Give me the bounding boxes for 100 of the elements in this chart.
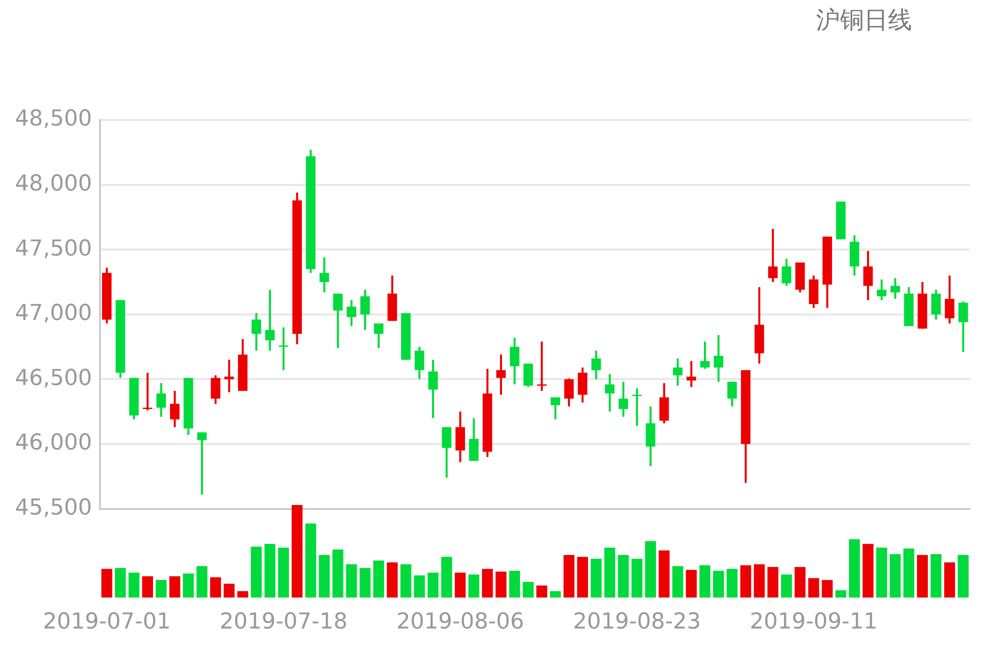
candlestick <box>278 326 288 372</box>
bar <box>169 576 180 598</box>
candlestick <box>605 373 615 413</box>
bar <box>672 566 684 598</box>
bar <box>876 548 888 598</box>
bar <box>699 565 710 598</box>
candlestick <box>618 380 628 418</box>
candlestick <box>320 256 330 294</box>
bar <box>564 555 574 598</box>
bar <box>781 574 792 598</box>
bar <box>849 539 860 598</box>
bar <box>550 591 561 598</box>
candlestick <box>156 382 166 418</box>
candlestick <box>197 431 207 496</box>
bar <box>618 555 629 598</box>
bar <box>767 567 778 598</box>
bar <box>658 550 670 598</box>
bar <box>916 555 928 598</box>
y-tick-label: 46,000 <box>15 430 92 456</box>
bar <box>645 541 656 598</box>
bar <box>740 565 752 598</box>
candlestick <box>944 274 954 324</box>
candlestick <box>782 258 792 287</box>
bar <box>428 572 438 598</box>
candlestick <box>510 336 520 386</box>
bar <box>522 582 534 598</box>
candlestick <box>265 288 275 352</box>
candlestick <box>659 382 669 424</box>
bar <box>346 564 357 598</box>
x-tick-label: 2019-08-23 <box>573 610 701 635</box>
y-tick-label: 48,000 <box>15 172 92 197</box>
candlestick <box>890 277 900 300</box>
bar <box>536 586 548 598</box>
bar <box>128 572 140 598</box>
bar <box>726 568 738 598</box>
y-tick-label: 46,500 <box>15 366 92 391</box>
bar <box>196 566 208 598</box>
candlestick <box>550 396 560 420</box>
candlestick <box>210 374 220 405</box>
candlestick <box>672 357 682 387</box>
bar <box>577 556 588 598</box>
bar <box>250 546 262 598</box>
x-tick-label: 2019-07-18 <box>220 610 348 635</box>
candlestick <box>931 288 941 321</box>
x-tick-label: 2019-09-11 <box>750 610 878 635</box>
bar <box>386 562 398 598</box>
candlestick <box>686 360 696 388</box>
candlestick <box>360 288 370 331</box>
bar <box>794 567 806 598</box>
bar <box>713 570 724 598</box>
bar <box>835 590 846 598</box>
bar <box>318 555 330 598</box>
candlestick <box>333 292 343 350</box>
candlestick <box>876 278 886 302</box>
bar <box>454 572 466 598</box>
bar <box>114 568 126 598</box>
bar <box>903 548 914 598</box>
candlestick <box>591 350 601 380</box>
bar <box>686 570 697 598</box>
bar <box>414 575 425 598</box>
candlestick <box>346 299 356 328</box>
candlestick <box>523 362 533 388</box>
candlestick <box>768 228 778 283</box>
chart-title: 沪铜日线 <box>816 5 912 36</box>
bar <box>441 556 452 598</box>
bar <box>101 568 112 598</box>
candlestick <box>455 410 465 464</box>
y-tick-label: 47,000 <box>15 301 92 326</box>
bar <box>292 505 303 598</box>
bar <box>400 564 412 598</box>
candlestick <box>496 354 506 396</box>
bar <box>224 584 235 598</box>
bar <box>305 524 316 598</box>
bar <box>210 577 221 598</box>
candlestick <box>958 300 968 353</box>
bar <box>142 576 154 598</box>
bar <box>890 554 901 598</box>
candlestick <box>374 322 384 350</box>
candlestick <box>564 378 574 408</box>
x-tick-label: 2019-08-06 <box>396 610 524 635</box>
bar <box>944 562 956 598</box>
bar <box>278 548 289 598</box>
bar <box>468 574 480 598</box>
bar <box>509 570 520 598</box>
bar <box>482 568 493 598</box>
candlestick <box>428 358 438 420</box>
candlestick <box>646 405 656 468</box>
candlestick <box>142 372 152 412</box>
x-tick-label: 2019-07-01 <box>42 610 171 635</box>
bar <box>496 572 506 598</box>
bar <box>958 555 969 598</box>
candlestick <box>727 380 737 408</box>
bar <box>360 568 371 598</box>
candlestick <box>700 340 710 370</box>
y-tick-label: 47,500 <box>15 236 92 262</box>
candlestick <box>578 366 588 404</box>
candlestick <box>863 250 873 302</box>
bar <box>182 574 194 598</box>
y-tick-label: 45,500 <box>15 496 92 521</box>
bar <box>862 544 874 598</box>
